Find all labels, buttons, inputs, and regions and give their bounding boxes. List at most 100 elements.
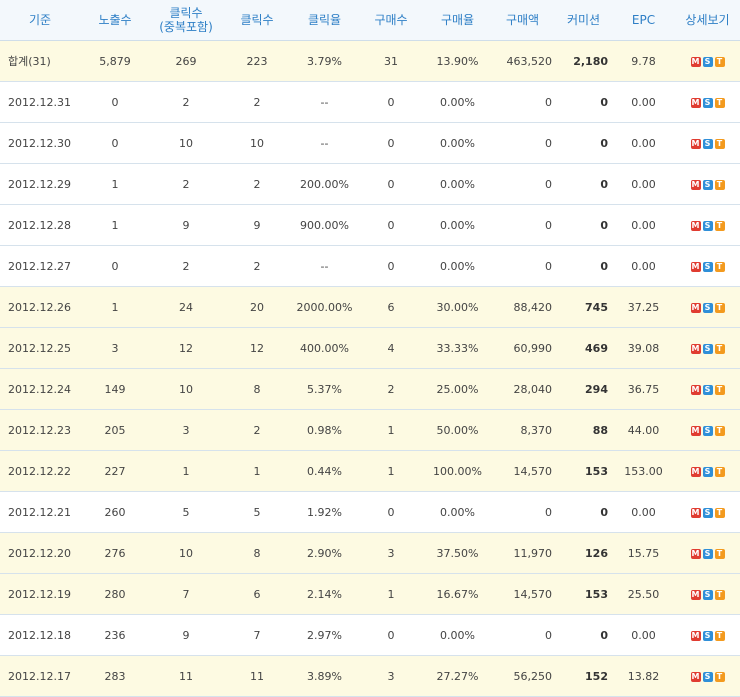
cell: 0 bbox=[80, 245, 150, 287]
detail-icon[interactable]: T bbox=[714, 671, 725, 682]
cell: 2.90% bbox=[292, 532, 357, 574]
detail-icon[interactable]: T bbox=[714, 302, 725, 313]
detail-icon[interactable]: M bbox=[690, 138, 701, 149]
cell: 0 bbox=[490, 204, 555, 246]
cell: 0 bbox=[555, 491, 612, 533]
detail-icon[interactable]: T bbox=[714, 384, 725, 395]
detail-icon[interactable]: T bbox=[714, 343, 725, 354]
detail-icon[interactable]: M bbox=[690, 671, 701, 682]
detail-icon[interactable]: T bbox=[714, 138, 725, 149]
detail-icon[interactable]: T bbox=[714, 220, 725, 231]
detail-icon[interactable]: S bbox=[702, 630, 713, 641]
cell: -- bbox=[292, 245, 357, 287]
cell: 153 bbox=[555, 573, 612, 615]
detail-icon[interactable]: M bbox=[690, 97, 701, 108]
detail-icon[interactable]: M bbox=[690, 384, 701, 395]
detail-icon[interactable]: T bbox=[714, 179, 725, 190]
cell: 2,180 bbox=[555, 40, 612, 82]
detail-icon[interactable]: M bbox=[690, 589, 701, 600]
cell: 9 bbox=[150, 204, 222, 246]
detail-icon[interactable]: T bbox=[714, 507, 725, 518]
cell: 0 bbox=[555, 81, 612, 123]
detail-icon[interactable]: T bbox=[714, 56, 725, 67]
detail-icon[interactable]: S bbox=[702, 671, 713, 682]
data-row: 2012.12.24 149 10 8 5.37% 2 25.00% 28,040 294 36.… bbox=[0, 368, 740, 410]
cell: 463,520 bbox=[490, 40, 555, 82]
header-row: 기준 노출수 클릭수 (중복포함) 클릭수 클릭율 구매수 구매율 구매액 커미션 EPC 상세보기 bbox=[0, 0, 740, 41]
detail-icon[interactable]: M bbox=[690, 466, 701, 477]
cell: 24 bbox=[150, 286, 222, 328]
detail-icon[interactable]: S bbox=[702, 220, 713, 231]
detail-icon[interactable]: M bbox=[690, 56, 701, 67]
cell: 0 bbox=[80, 122, 150, 164]
cell: 153.00 bbox=[612, 450, 675, 492]
cell: 0.00 bbox=[612, 81, 675, 123]
detail-icon[interactable]: M bbox=[690, 630, 701, 641]
detail-icon[interactable]: M bbox=[690, 507, 701, 518]
detail-icon[interactable]: S bbox=[702, 56, 713, 67]
cell: 745 bbox=[555, 286, 612, 328]
cell: 294 bbox=[555, 368, 612, 410]
cell: 1 bbox=[222, 450, 292, 492]
detail-icon[interactable]: M bbox=[690, 343, 701, 354]
detail-icon[interactable]: S bbox=[702, 507, 713, 518]
cell: 0 bbox=[555, 163, 612, 205]
cell: 2 bbox=[222, 163, 292, 205]
cell: 227 bbox=[80, 450, 150, 492]
detail-icon[interactable]: M bbox=[690, 179, 701, 190]
detail-icon[interactable]: M bbox=[690, 548, 701, 559]
detail-icon[interactable]: S bbox=[702, 261, 713, 272]
cell: 44.00 bbox=[612, 409, 675, 451]
cell: 0.00% bbox=[425, 81, 490, 123]
cell: 0 bbox=[357, 122, 425, 164]
cell: 0.00 bbox=[612, 614, 675, 656]
cell: 0.00% bbox=[425, 614, 490, 656]
column-header: 노출수 bbox=[80, 0, 150, 41]
cell: 0 bbox=[555, 122, 612, 164]
cell: 2012.12.24 bbox=[0, 368, 80, 410]
detail-icon[interactable]: T bbox=[714, 548, 725, 559]
cell: 2012.12.18 bbox=[0, 614, 80, 656]
detail-icon[interactable]: T bbox=[714, 425, 725, 436]
detail-icon[interactable]: S bbox=[702, 138, 713, 149]
detail-icon[interactable]: S bbox=[702, 179, 713, 190]
cell: 0 bbox=[490, 614, 555, 656]
cell: 10 bbox=[150, 368, 222, 410]
detail-icon[interactable]: T bbox=[714, 630, 725, 641]
detail-icon[interactable]: S bbox=[702, 384, 713, 395]
detail-icon[interactable]: S bbox=[702, 589, 713, 600]
detail-icon[interactable]: S bbox=[702, 302, 713, 313]
cell: 10 bbox=[222, 122, 292, 164]
detail-icon[interactable]: T bbox=[714, 466, 725, 477]
cell: 20 bbox=[222, 286, 292, 328]
detail-icon[interactable]: M bbox=[690, 302, 701, 313]
cell: 11 bbox=[150, 655, 222, 697]
cell: 0 bbox=[357, 245, 425, 287]
cell: 33.33% bbox=[425, 327, 490, 369]
cell: 36.75 bbox=[612, 368, 675, 410]
detail-icon[interactable]: T bbox=[714, 261, 725, 272]
detail-icon[interactable]: T bbox=[714, 97, 725, 108]
cell: 260 bbox=[80, 491, 150, 533]
cell: 2 bbox=[150, 81, 222, 123]
detail-icon[interactable]: S bbox=[702, 97, 713, 108]
cell: 0 bbox=[357, 204, 425, 246]
detail-icon[interactable]: S bbox=[702, 425, 713, 436]
detail-icon[interactable]: S bbox=[702, 343, 713, 354]
data-row: 2012.12.26 1 24 20 2000.00% 6 30.00% 88,420 745 3… bbox=[0, 286, 740, 328]
detail-icon[interactable]: M bbox=[690, 425, 701, 436]
detail-icon[interactable]: S bbox=[702, 548, 713, 559]
detail-icon[interactable]: T bbox=[714, 589, 725, 600]
cell: 0.00 bbox=[612, 163, 675, 205]
data-row: 2012.12.28 1 9 9 900.00% 0 0.00% 0 0 0.00 M S T bbox=[0, 204, 740, 246]
detail-icon[interactable]: M bbox=[690, 261, 701, 272]
detail-icon[interactable]: M bbox=[690, 220, 701, 231]
detail-icon[interactable]: S bbox=[702, 466, 713, 477]
column-header: EPC bbox=[612, 0, 675, 41]
